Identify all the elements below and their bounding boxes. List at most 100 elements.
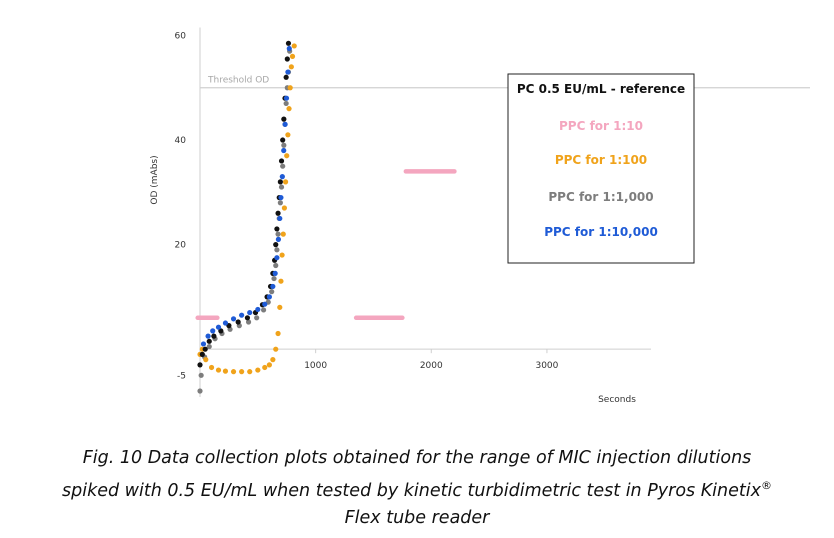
- y-tick-label: 60: [175, 31, 187, 41]
- data-point: [211, 333, 217, 339]
- legend-entry: PPC for 1:10,000: [544, 225, 658, 239]
- data-point: [262, 364, 268, 371]
- figure-caption: Fig. 10 Data collection plots obtained f…: [0, 445, 834, 532]
- data-point: [202, 346, 208, 352]
- data-point: [278, 278, 284, 284]
- data-point: [244, 315, 251, 321]
- data-point: [280, 231, 286, 237]
- data-point: [280, 137, 286, 143]
- data-point: [272, 270, 278, 276]
- data-point: [273, 242, 279, 248]
- data-point: [282, 121, 288, 127]
- data-point: [262, 301, 268, 307]
- x-tick-label: 1000: [304, 361, 327, 371]
- data-point: [275, 231, 281, 237]
- data-point: [270, 283, 276, 290]
- data-point: [285, 132, 291, 138]
- data-point: [206, 338, 212, 344]
- data-point: [282, 179, 289, 185]
- data-point: [286, 45, 292, 52]
- data-point: [284, 153, 290, 159]
- data-point: [280, 163, 286, 169]
- data-point: [278, 194, 284, 201]
- data-point: [255, 306, 261, 313]
- data-point: [254, 315, 260, 321]
- data-point: [261, 307, 267, 313]
- y-tick-label: -5: [177, 371, 186, 381]
- data-point: [283, 74, 289, 80]
- y-tick-label: 20: [175, 241, 187, 251]
- data-point: [279, 252, 285, 258]
- data-point: [277, 200, 283, 206]
- legend-entry: PC 0.5 EU/mL - reference: [517, 82, 685, 96]
- x-tick-label: 3000: [535, 361, 558, 371]
- data-point: [289, 53, 296, 59]
- data-point: [247, 369, 253, 375]
- data-point: [291, 43, 297, 49]
- data-point: [235, 319, 241, 325]
- data-point: [275, 210, 281, 216]
- data-point: [286, 106, 292, 112]
- data-point: [281, 116, 287, 122]
- data-point: [247, 309, 253, 316]
- data-point: [285, 69, 291, 75]
- legend-entry: PPC for 1:10: [559, 119, 643, 133]
- y-axis-title: OD (mAbs): [150, 155, 160, 204]
- threshold-label: Threshold OD: [207, 76, 269, 86]
- data-point: [203, 357, 209, 363]
- legend: PC 0.5 EU/mL - reference PPC for 1:10 PPC …: [507, 73, 695, 264]
- data-point: [285, 40, 292, 46]
- data-point: [277, 304, 283, 310]
- data-point: [288, 64, 294, 70]
- data-point: [198, 372, 204, 378]
- data-point: [197, 388, 203, 394]
- data-point: [281, 205, 288, 211]
- data-point: [215, 367, 222, 373]
- data-point: [283, 100, 289, 107]
- data-point: [222, 320, 229, 326]
- data-point: [287, 85, 293, 91]
- data-point: [273, 346, 279, 352]
- data-point: [275, 330, 281, 337]
- data-point: [274, 247, 280, 253]
- data-point: [281, 142, 287, 148]
- data-point: [215, 324, 222, 330]
- data-point: [200, 341, 207, 347]
- data-point: [239, 312, 245, 318]
- data-point: [279, 174, 285, 180]
- data-point: [230, 316, 237, 322]
- data-point: [273, 262, 279, 269]
- data-point: [277, 215, 283, 222]
- data-point: [283, 95, 290, 101]
- chart: -5 20 40 60 1000 2000 3000 Seconds OD (mAbs) Thr…: [150, 27, 810, 405]
- legend-entry: PPC for 1:100: [555, 153, 647, 167]
- data-point: [269, 289, 275, 295]
- data-point: [277, 179, 283, 185]
- caption-line-1: Fig. 10 Data collection plots obtained f…: [82, 448, 752, 468]
- data-point: [197, 362, 203, 368]
- data-point: [274, 255, 280, 261]
- data-point: [208, 364, 215, 371]
- y-tick-label: 40: [175, 136, 187, 146]
- data-point: [245, 319, 252, 325]
- data-point: [270, 357, 276, 363]
- data-point: [230, 369, 237, 375]
- caption-line-2-text: spiked with 0.5 EU/mL when tested by kin…: [62, 480, 761, 501]
- data-point: [239, 369, 245, 375]
- data-point: [278, 184, 285, 190]
- data-point: [266, 294, 272, 300]
- caption-line-3: Flex tube reader: [344, 507, 490, 528]
- data-point: [278, 158, 285, 164]
- data-marks: [195, 40, 457, 394]
- data-point: [222, 368, 229, 374]
- x-axis-title: Seconds: [598, 395, 636, 405]
- data-point: [199, 351, 205, 357]
- data-point: [255, 367, 261, 373]
- data-point: [210, 328, 216, 334]
- data-point: [274, 226, 280, 232]
- legend-entry: PPC for 1:1,000: [548, 190, 653, 204]
- data-point: [206, 343, 212, 350]
- data-point: [275, 236, 282, 242]
- data-point: [266, 362, 272, 368]
- data-point: [271, 275, 277, 282]
